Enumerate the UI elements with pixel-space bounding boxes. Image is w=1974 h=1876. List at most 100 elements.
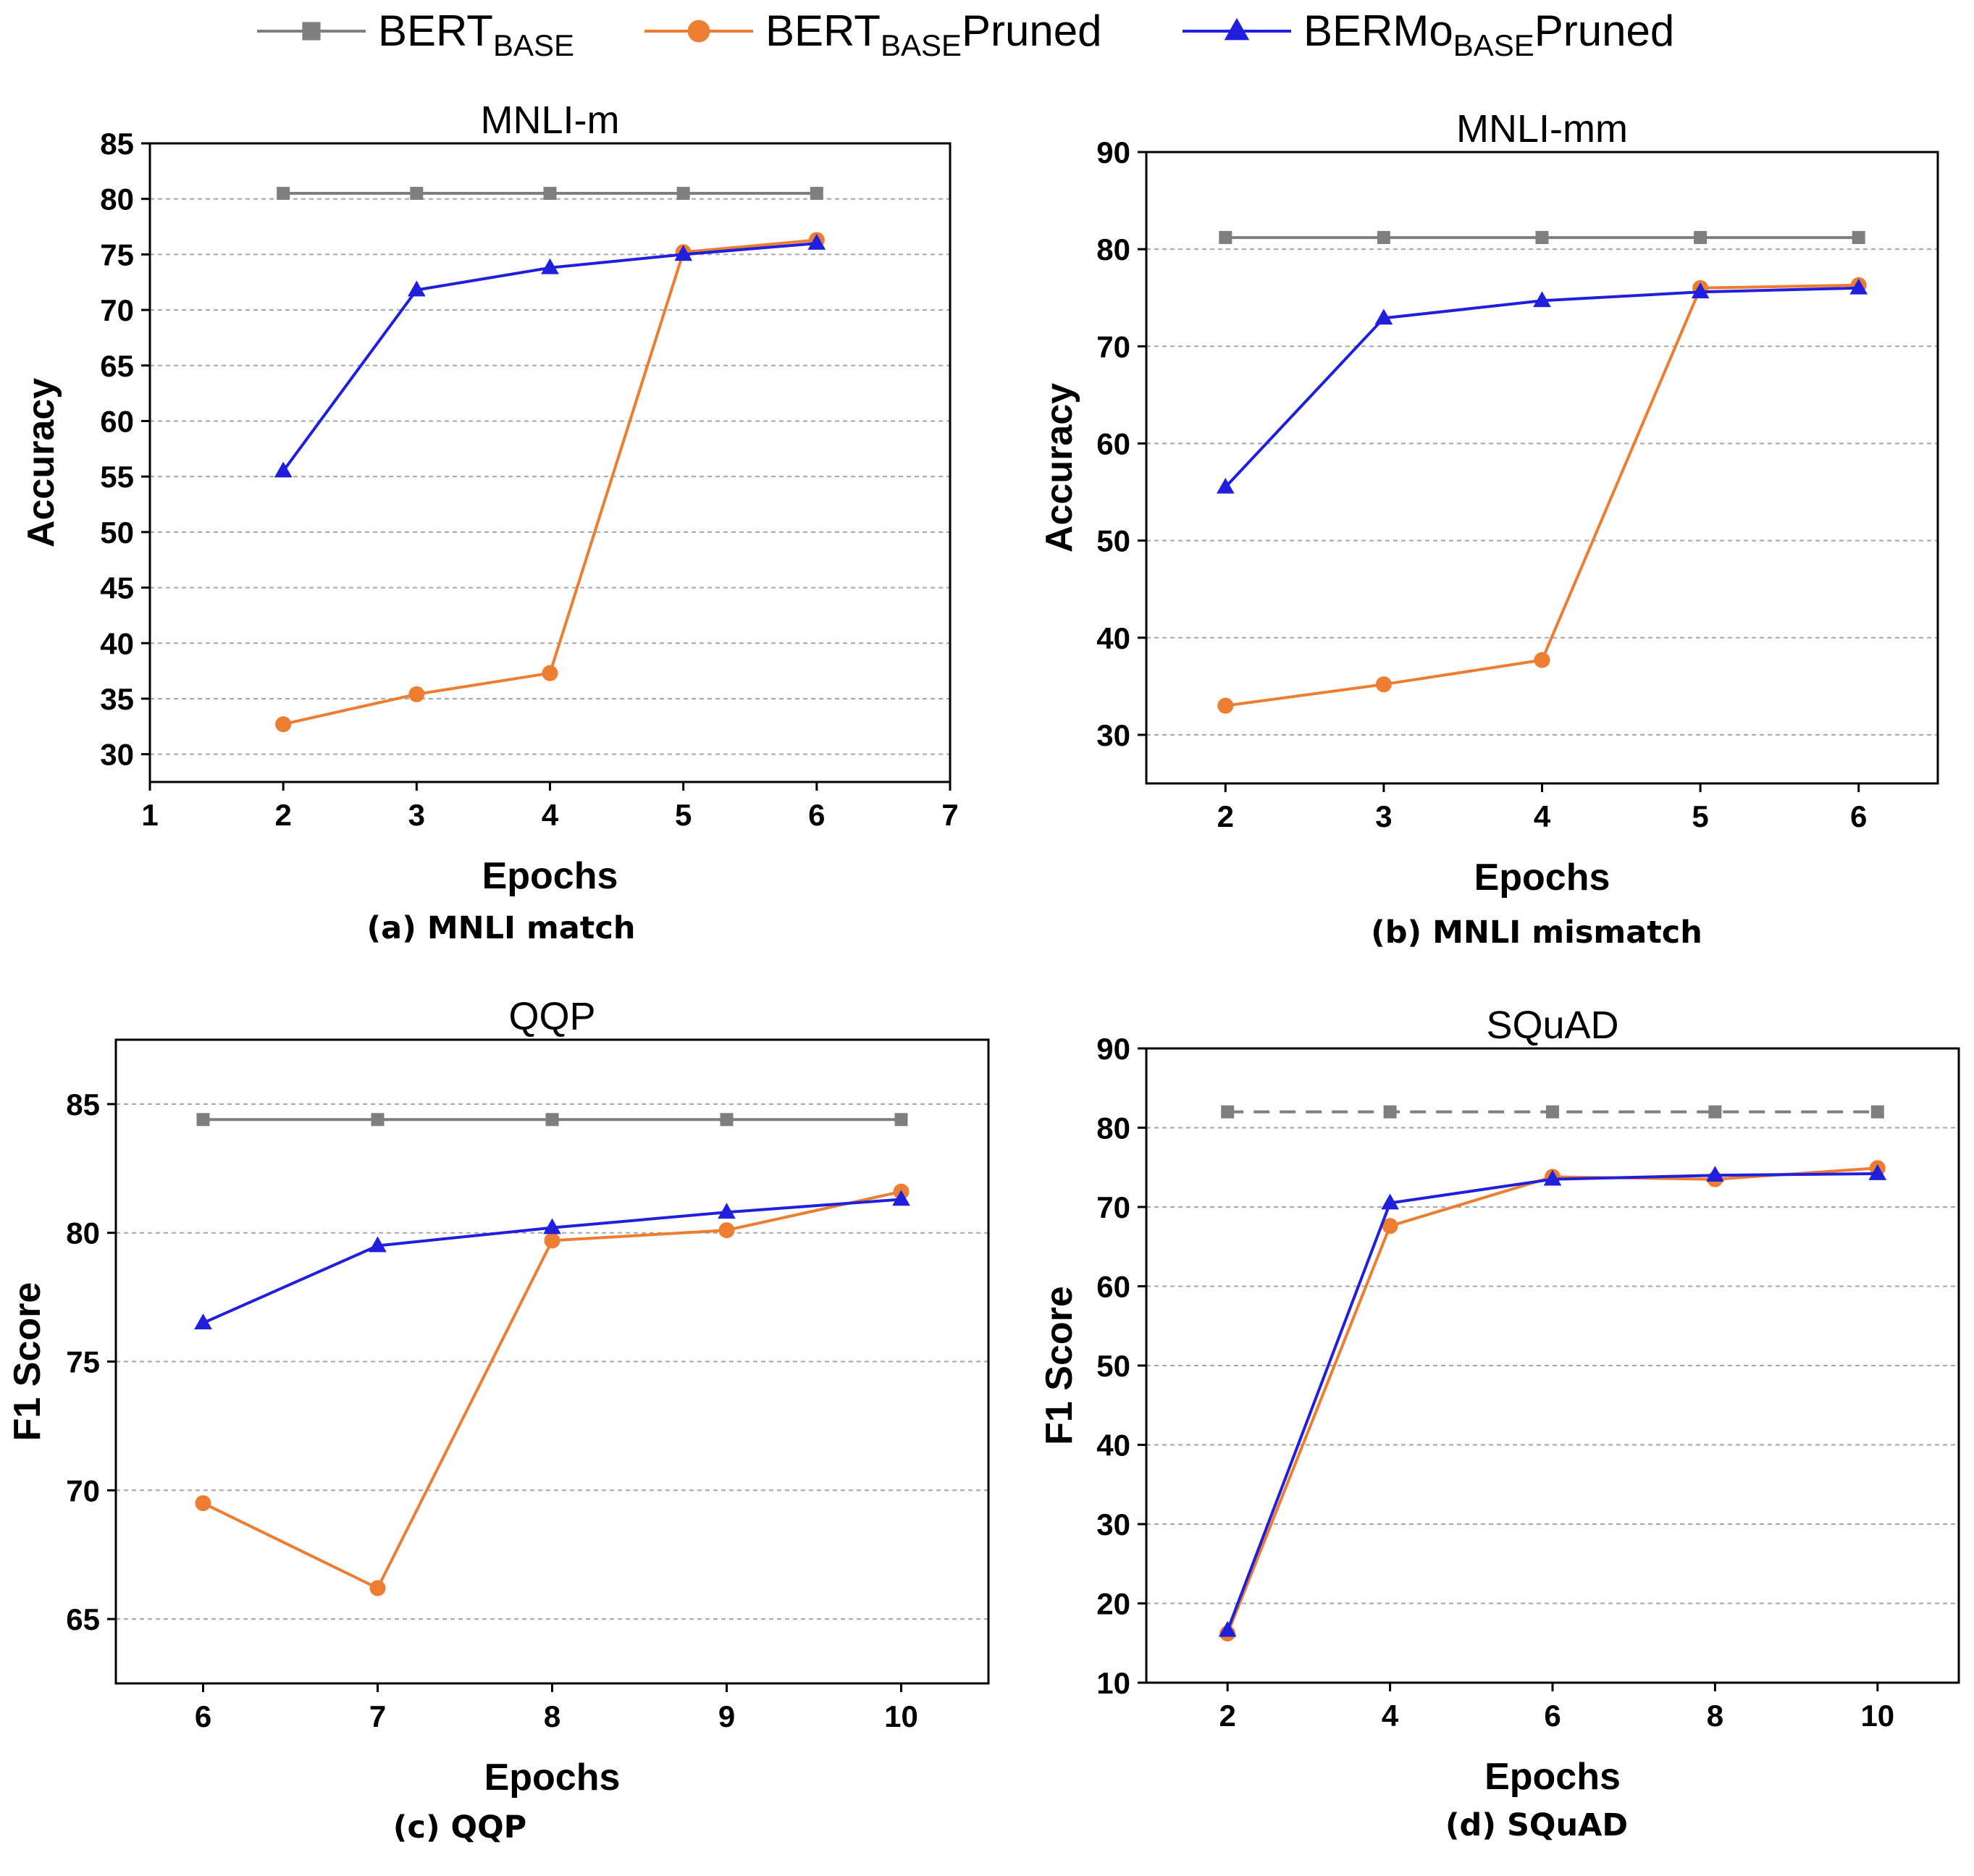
y-tick-label: 75 xyxy=(66,1345,100,1379)
data-point-bermo_pruned xyxy=(1381,1193,1399,1210)
data-point-bert_pruned xyxy=(275,716,292,733)
y-tick-label: 80 xyxy=(66,1216,100,1250)
y-tick-label: 65 xyxy=(100,349,134,383)
data-point-bert xyxy=(545,1113,559,1127)
data-point-bert xyxy=(676,187,690,201)
y-tick-label: 90 xyxy=(1096,135,1130,169)
data-point-bert_pruned xyxy=(544,1232,560,1249)
y-tick-label: 80 xyxy=(1096,1111,1130,1145)
legend-label-bert_pruned: BERTBASEPruned xyxy=(765,7,1101,62)
series-bermo_pruned xyxy=(194,1190,910,1329)
legend-item-bert: BERTBASE xyxy=(257,7,574,62)
chart-caption: (a) MNLI match xyxy=(367,910,636,946)
data-point-bert xyxy=(1870,1105,1884,1119)
data-point-bert xyxy=(894,1113,908,1127)
series-bermo_pruned xyxy=(274,234,826,478)
data-point-bert_pruned xyxy=(1534,652,1550,668)
y-tick-label: 75 xyxy=(100,237,134,272)
x-tick-label: 6 xyxy=(1544,1699,1561,1733)
data-point-bert xyxy=(1852,231,1865,245)
x-tick-label: 2 xyxy=(274,798,291,832)
legend-marker-bert_pruned xyxy=(687,20,710,43)
x-tick-label: 2 xyxy=(1217,799,1234,833)
y-tick-label: 45 xyxy=(100,571,134,605)
chart-caption: (c) QQP xyxy=(393,1809,526,1846)
legend-item-bert_pruned: BERTBASEPruned xyxy=(644,7,1101,62)
data-point-bert xyxy=(810,187,823,201)
series-bermo_pruned xyxy=(1218,1164,1887,1637)
y-tick-label: 20 xyxy=(1096,1587,1130,1621)
data-point-bermo_pruned xyxy=(407,280,426,297)
y-tick-label: 85 xyxy=(66,1088,100,1122)
data-point-bert xyxy=(410,187,424,201)
y-tick-label: 80 xyxy=(100,182,134,216)
chart-title: QQP xyxy=(508,995,595,1038)
chart-caption: (b) MNLI mismatch xyxy=(1371,914,1702,951)
data-point-bermo_pruned xyxy=(1216,477,1235,494)
y-tick-label: 50 xyxy=(100,516,134,550)
chart-title: MNLI-m xyxy=(481,98,620,142)
legend-marker-bermo_pruned xyxy=(1224,17,1250,41)
chart-title: MNLI-mm xyxy=(1456,107,1628,151)
x-axis-label: Epochs xyxy=(1474,857,1610,899)
legend-label-bert: BERTBASE xyxy=(378,7,574,62)
x-tick-label: 9 xyxy=(718,1699,735,1733)
y-tick-label: 80 xyxy=(1096,232,1130,266)
y-tick-label: 40 xyxy=(1096,621,1130,655)
x-axis-label: Epochs xyxy=(1484,1756,1621,1798)
y-tick-label: 40 xyxy=(100,626,134,660)
data-point-bermo_pruned xyxy=(1691,282,1710,299)
y-tick-label: 55 xyxy=(100,460,134,494)
x-tick-label: 4 xyxy=(1534,799,1551,833)
data-point-bert xyxy=(1219,231,1232,245)
x-tick-label: 10 xyxy=(884,1699,918,1733)
data-point-bert_pruned xyxy=(542,665,558,681)
x-tick-label: 7 xyxy=(941,798,958,832)
x-tick-label: 1 xyxy=(141,798,158,832)
data-point-bermo_pruned xyxy=(807,234,826,250)
x-tick-label: 7 xyxy=(369,1699,386,1733)
y-axis-label: Accuracy xyxy=(20,378,62,547)
y-tick-label: 70 xyxy=(66,1473,100,1507)
x-tick-label: 3 xyxy=(408,798,425,832)
data-point-bermo_pruned xyxy=(194,1313,212,1329)
legend-label-bermo_pruned: BERMoBASEPruned xyxy=(1303,7,1674,62)
legend: BERTBASE BERTBASEPruned BERMoBASEPruned xyxy=(257,7,1674,62)
data-point-bert xyxy=(1535,231,1549,245)
y-tick-label: 35 xyxy=(100,682,134,716)
y-tick-label: 50 xyxy=(1096,1349,1130,1383)
x-tick-label: 8 xyxy=(544,1699,560,1733)
data-point-bermo_pruned xyxy=(274,461,293,478)
x-tick-label: 5 xyxy=(1692,799,1708,833)
y-tick-label: 40 xyxy=(1096,1429,1130,1463)
x-tick-label: 5 xyxy=(675,798,692,832)
data-point-bert_pruned xyxy=(1382,1218,1398,1234)
data-point-bert_pruned xyxy=(718,1222,735,1239)
x-axis-label: Epochs xyxy=(484,1757,621,1799)
x-axis-label: Epochs xyxy=(482,855,618,897)
y-axis-label: F1 Score xyxy=(7,1282,49,1442)
data-point-bermo_pruned xyxy=(1533,291,1551,308)
y-tick-label: 30 xyxy=(1096,1507,1130,1541)
y-tick-label: 60 xyxy=(100,404,134,438)
data-point-bermo_pruned xyxy=(541,258,559,274)
data-point-bert xyxy=(1377,231,1390,245)
x-tick-label: 4 xyxy=(1382,1699,1399,1733)
x-tick-label: 6 xyxy=(1850,799,1867,833)
series-bert xyxy=(1219,231,1865,245)
data-point-bermo_pruned xyxy=(1218,1620,1237,1637)
x-tick-label: 2 xyxy=(1219,1699,1236,1733)
data-point-bert xyxy=(1221,1105,1235,1119)
data-point-bert xyxy=(1383,1105,1397,1119)
data-point-bermo_pruned xyxy=(1374,308,1393,325)
data-point-bert_pruned xyxy=(369,1580,386,1597)
y-tick-label: 60 xyxy=(1096,1270,1130,1304)
y-tick-label: 50 xyxy=(1096,524,1130,558)
data-point-bermo_pruned xyxy=(543,1218,561,1234)
series-bert xyxy=(1221,1105,1884,1119)
series-bert xyxy=(196,1113,908,1127)
data-point-bermo_pruned xyxy=(1543,1169,1562,1186)
data-point-bermo_pruned xyxy=(892,1190,910,1206)
